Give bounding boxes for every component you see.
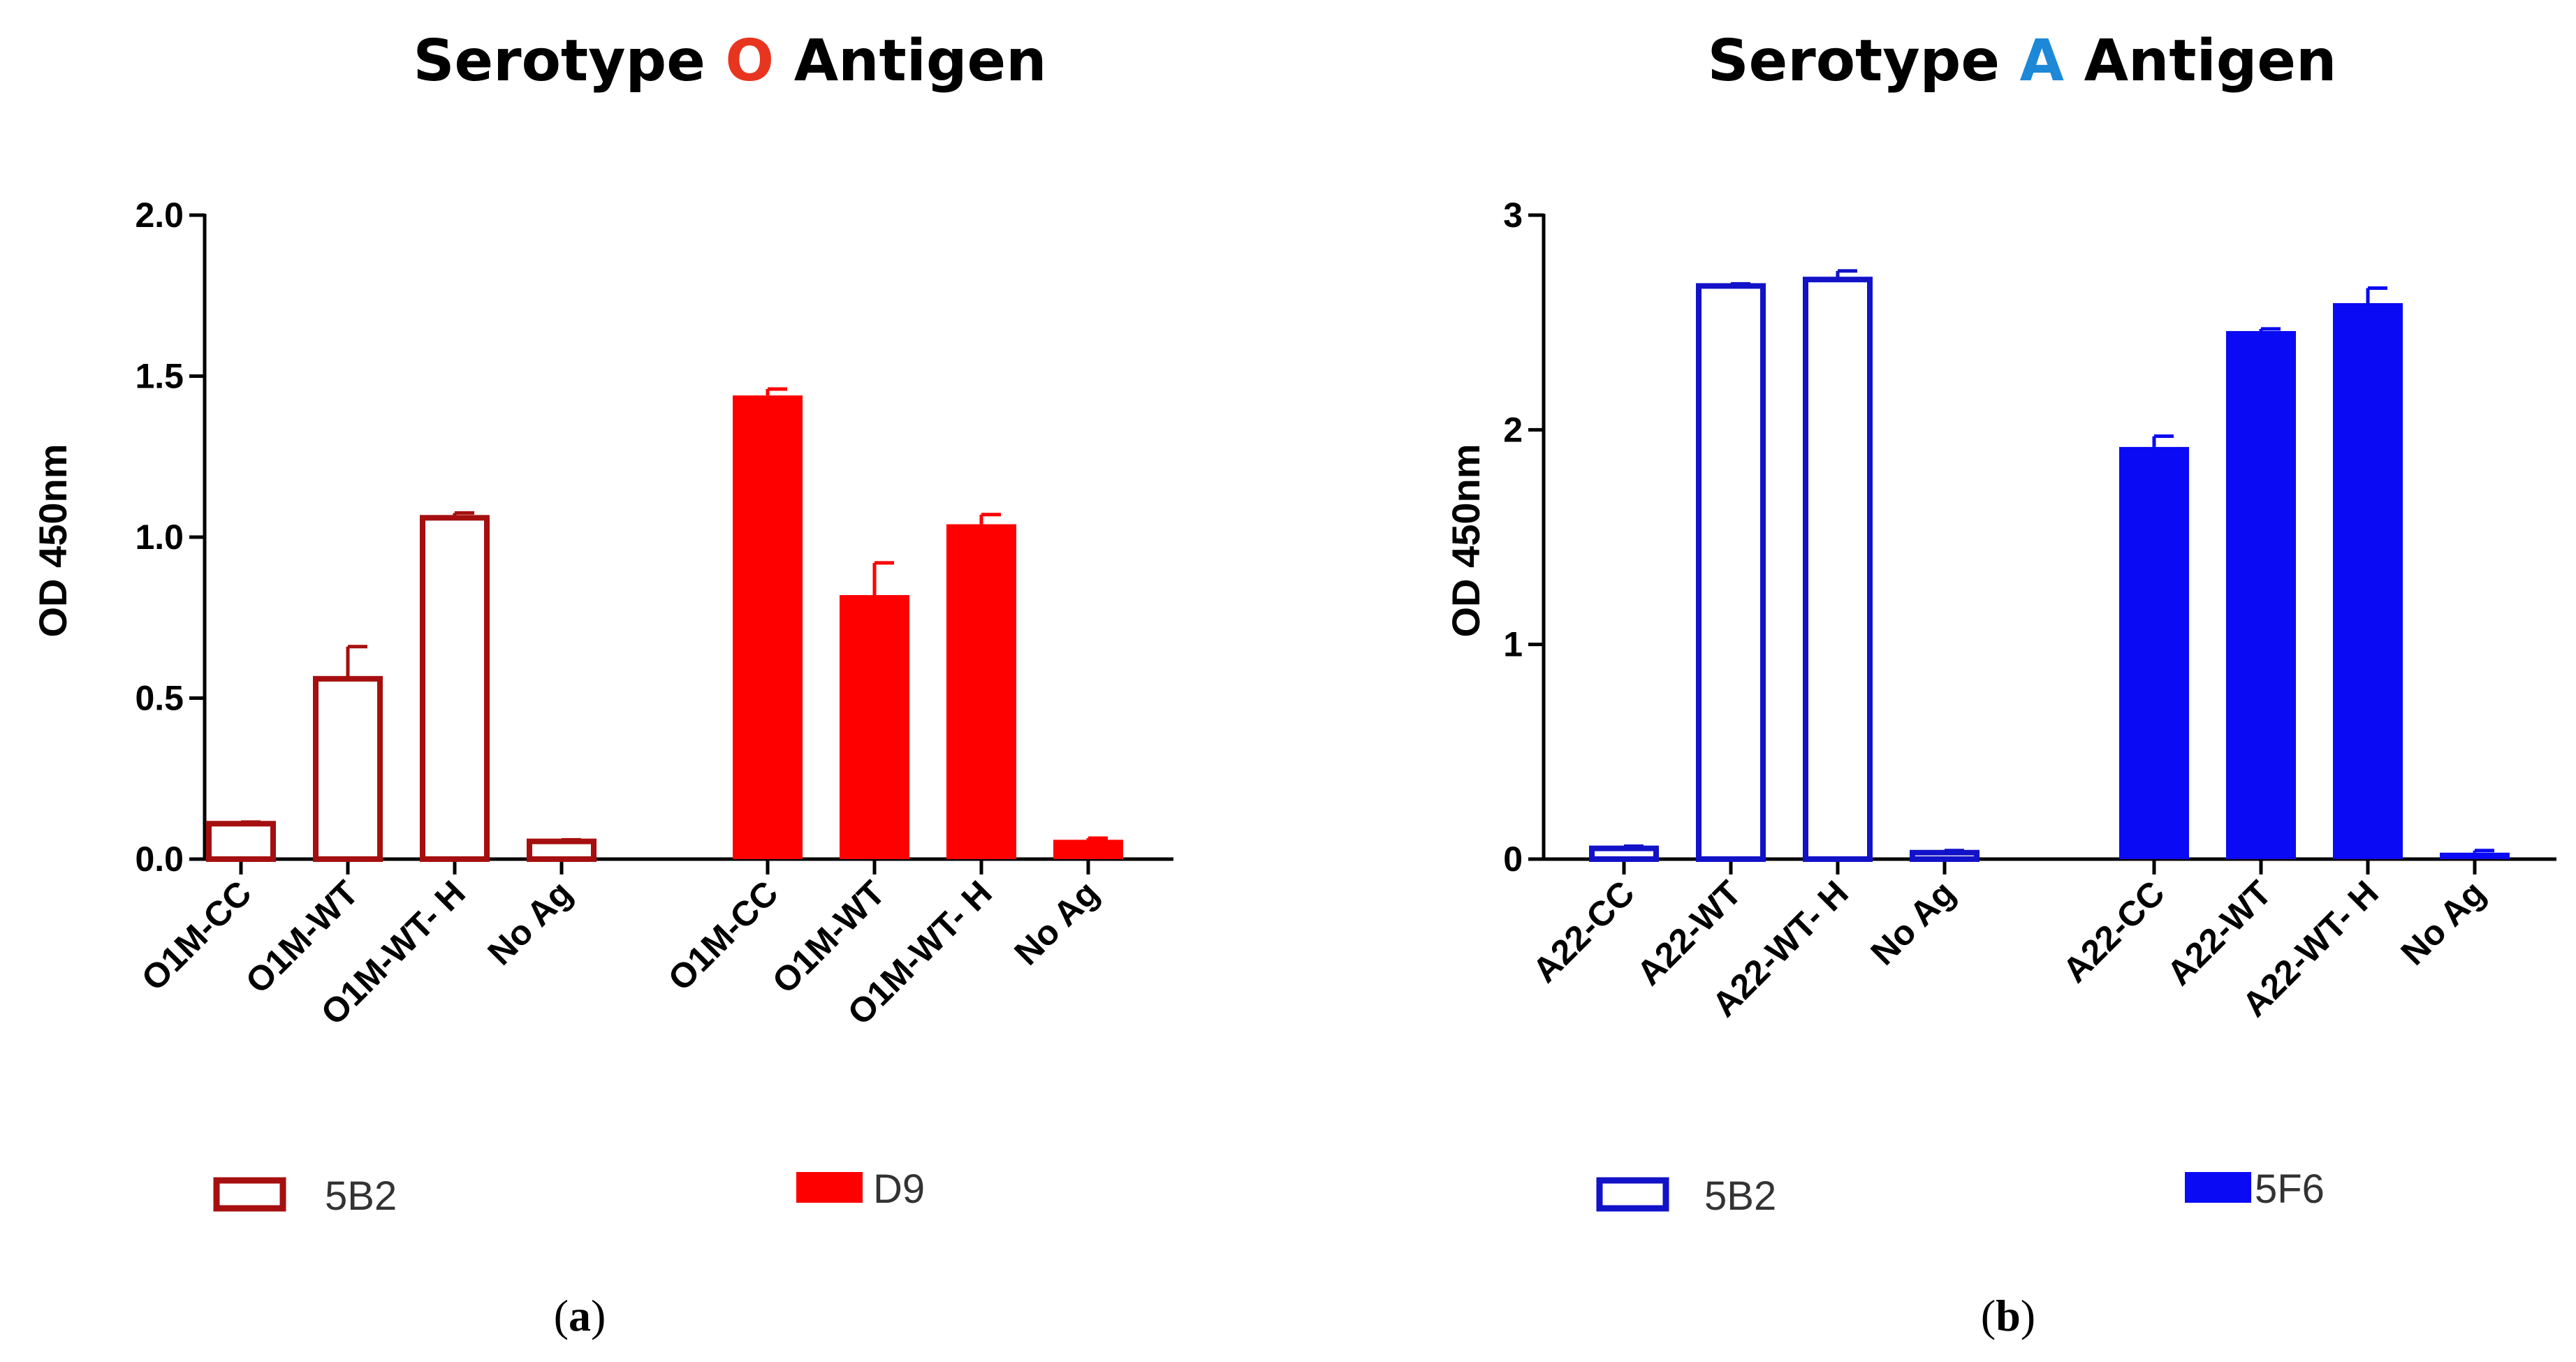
chart2-title-part: A — [2020, 28, 2065, 94]
chart2-title: Serotype A Antigen — [1708, 28, 2337, 94]
chart1-bar-5b2 — [313, 675, 383, 863]
chart2-panel-label-open: ( — [1981, 1291, 1996, 1340]
chart1-legend-label: D9 — [873, 1166, 925, 1212]
chart2-bar-5b2 — [1696, 283, 1766, 863]
chart2-x-tick-label: A22-CC — [1525, 873, 1641, 990]
chart1-legend-item: D9 — [796, 1166, 925, 1212]
chart2-x-tick-label: No Ag — [1863, 873, 1962, 972]
chart2-x-tick-label: No Ag — [2393, 873, 2492, 972]
chart1-legend-swatch — [213, 1177, 286, 1212]
chart2-y-tick-label: 3 — [1503, 196, 1523, 235]
chart1-bar-d9 — [946, 524, 1016, 859]
chart2-bar-5f6 — [2440, 852, 2510, 859]
chart2-bar-5b2 — [1589, 845, 1659, 862]
chart2-bar-5f6 — [2119, 446, 2189, 859]
chart2-legend-item: 5B2 — [1596, 1173, 1776, 1219]
chart2-title-part: Serotype — [1708, 28, 2020, 94]
chart1-bar-d9 — [840, 594, 909, 859]
chart1-panel-label-open: ( — [554, 1291, 569, 1340]
chart2-y-tick-label: 1 — [1503, 625, 1523, 664]
chart1-y-tick-label: 0.5 — [135, 679, 184, 718]
chart1-y-tick-label: 0.0 — [135, 840, 184, 879]
chart1-legend-label: 5B2 — [325, 1173, 397, 1219]
chart2-bar-5b2 — [1803, 277, 1873, 862]
chart1-x-tick-label: No Ag — [1007, 873, 1106, 972]
chart1-legend-item: 5B2 — [213, 1173, 397, 1219]
chart1-y-tick-label: 1.0 — [135, 518, 184, 557]
chart2-bar-5f6 — [2333, 303, 2403, 859]
chart1-y-axis-label: OD 450nm — [31, 444, 75, 638]
chart2-legend-swatch — [2185, 1172, 2251, 1203]
chart1-x-tick-label: O1M-CC — [661, 873, 786, 998]
chart2-y-axis-label: OD 450nm — [1444, 444, 1488, 638]
chart1: Serotype O Antigen 0.0 0.5 1.0 1.5 2.0 OD 450n… — [31, 28, 1173, 1340]
chart2-legend-item: 5F6 — [2185, 1166, 2325, 1212]
chart2-x-tick-label: A22-CC — [2055, 873, 2172, 990]
chart1-bar-5b2 — [420, 515, 490, 863]
chart2-bar-5b2 — [1910, 849, 1979, 863]
chart1-title: Serotype O Antigen — [413, 28, 1046, 94]
chart1-title-part: O — [725, 28, 774, 94]
chart2-panel-label-close: ) — [2021, 1291, 2035, 1340]
chart2-legend-label: 5F6 — [2255, 1166, 2325, 1212]
chart2-legend-label: 5B2 — [1704, 1173, 1776, 1219]
chart1-panel-label-close: ) — [591, 1291, 606, 1340]
chart1-bar-d9 — [733, 395, 803, 859]
chart1-y-tick-label: 2.0 — [135, 196, 184, 235]
chart1-panel-label: (a) — [554, 1291, 606, 1340]
chart2-title-part: Antigen — [2064, 28, 2336, 94]
chart2-y-tick-label: 0 — [1503, 840, 1523, 879]
chart2-legend-swatch — [1596, 1177, 1669, 1212]
chart2-y-tick-label: 2 — [1503, 410, 1523, 449]
chart1-y-tick-label: 1.5 — [135, 357, 184, 396]
chart1-title-part: Antigen — [774, 28, 1046, 94]
chart2-panel-label-letter: b — [1996, 1291, 2021, 1340]
chart1-legend-swatch — [796, 1172, 863, 1203]
chart1-title-part: Serotype — [413, 28, 725, 94]
chart1-bar-d9 — [1053, 840, 1123, 859]
chart1-x-tick-label: O1M-CC — [134, 873, 259, 998]
chart2: Serotype A Antigen 0 1 2 3 OD 450nm A22-CC A22-… — [1444, 28, 2556, 1340]
chart2-panel-label: (b) — [1981, 1291, 2035, 1340]
chart1-bar-5b2 — [206, 821, 276, 863]
chart1-x-tick-label: No Ag — [480, 873, 579, 972]
chart1-panel-label-letter: a — [569, 1291, 591, 1340]
chart2-bar-5f6 — [2226, 330, 2296, 860]
chart1-bar-5b2 — [527, 838, 597, 863]
